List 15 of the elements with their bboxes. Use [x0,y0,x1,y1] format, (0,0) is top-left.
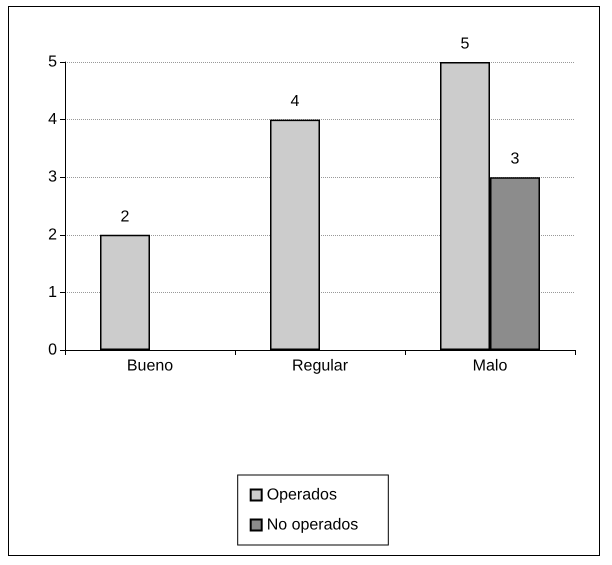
data-label: 4 [290,93,300,110]
data-label: 2 [120,208,130,226]
y-tick-label: 3 [48,168,58,186]
x-tick-label: Regular [292,358,349,374]
legend-label: Operados [266,486,337,504]
data-label: 5 [460,36,470,52]
x-tick-label: Malo [472,358,508,374]
y-tick-label: 4 [48,111,58,128]
data-label: 3 [510,150,520,168]
x-tick-label: Bueno [126,358,174,374]
y-tick-label: 1 [48,284,58,301]
y-tick-label: 0 [48,342,58,358]
y-tick-label: 5 [48,54,58,70]
y-tick-label: 2 [48,226,58,244]
legend-label: No operados [266,516,358,534]
